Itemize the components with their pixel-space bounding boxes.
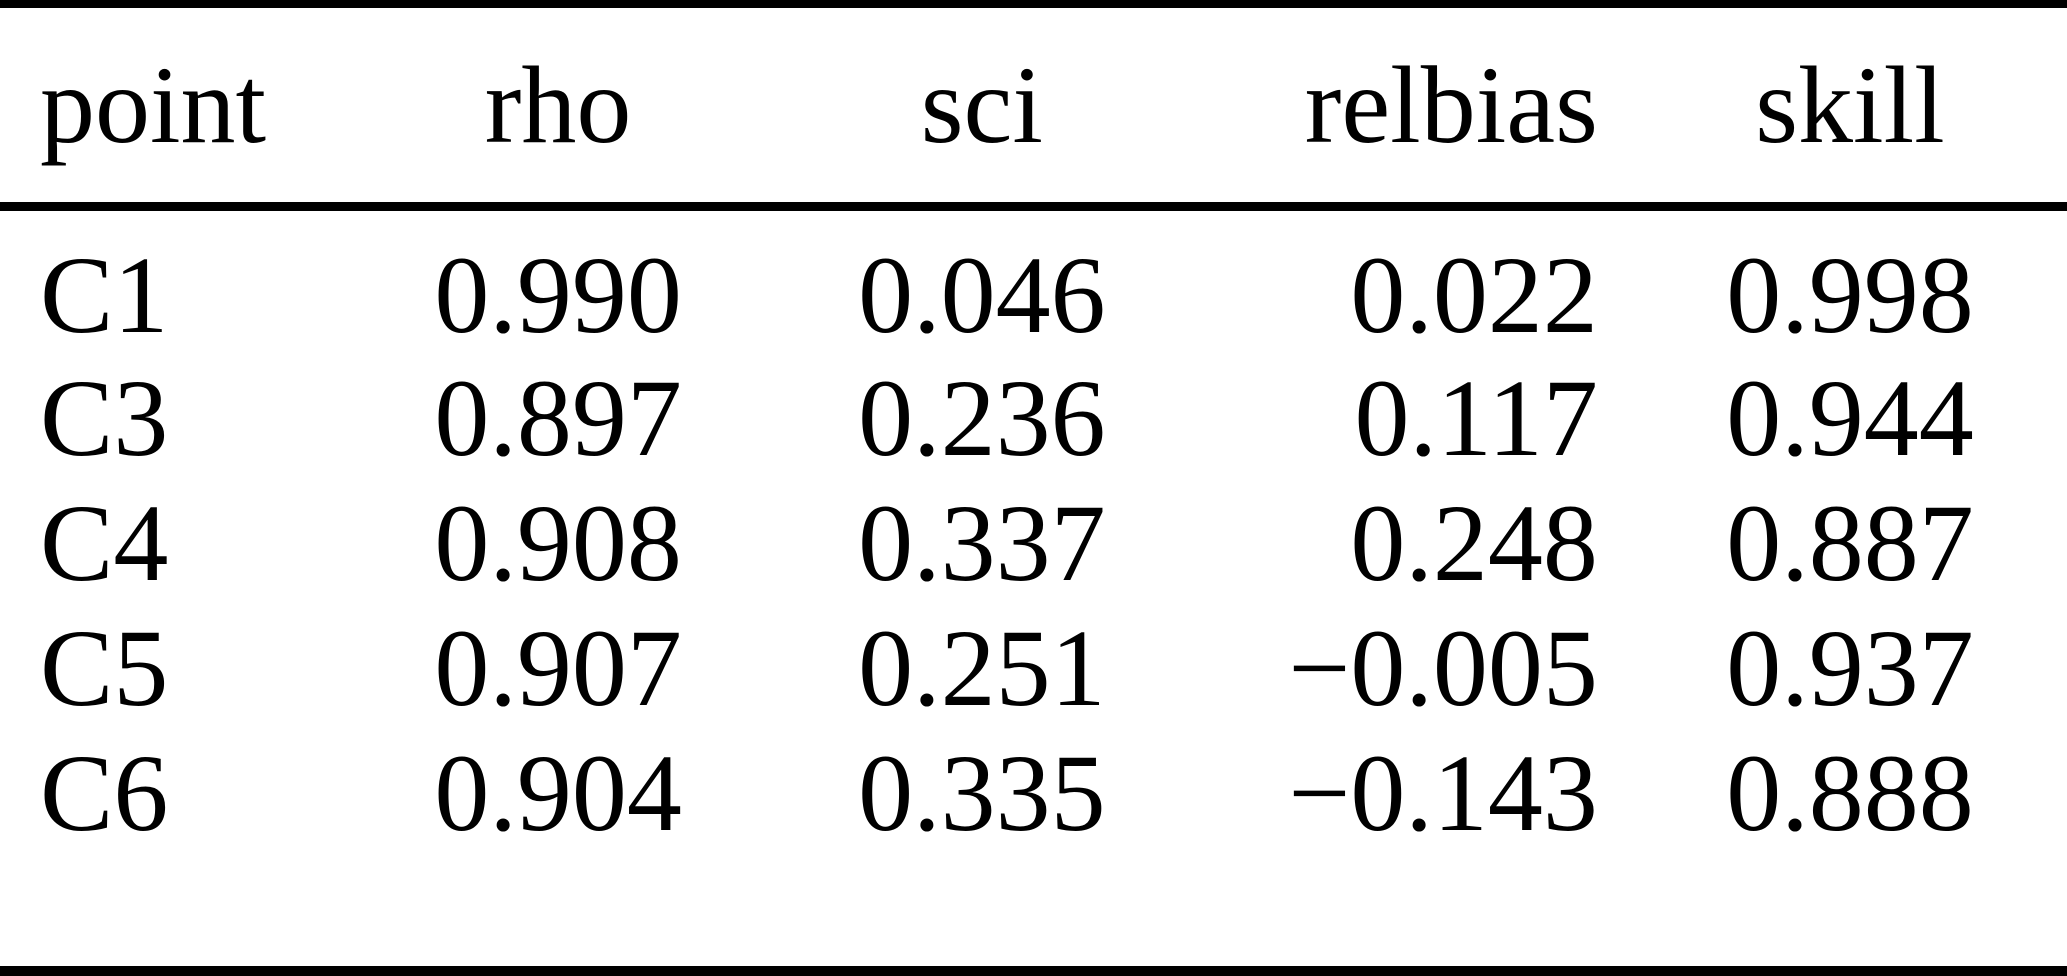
cell-skill: 0.888 (1726, 731, 1974, 854)
cell-relbias: 0.117 (1354, 356, 1598, 479)
cell-sci: 0.236 (858, 356, 1106, 479)
table-bottom-spacer (0, 855, 2067, 971)
column-header-relbias: relbias (1157, 4, 1633, 211)
table-row-c3: C3 0.897 0.236 0.117 0.944 (0, 355, 2067, 480)
cell-skill: 0.937 (1726, 606, 1974, 729)
column-header-point: point (0, 4, 311, 211)
cell-relbias: −0.005 (1288, 606, 1598, 729)
table-row-c1: C1 0.990 0.046 0.022 0.998 (0, 206, 2067, 355)
cell-point: C4 (40, 481, 169, 604)
cell-relbias: 0.022 (1350, 233, 1598, 356)
cell-point: C3 (40, 356, 169, 479)
cell-skill: 0.944 (1726, 356, 1974, 479)
cell-point: C1 (40, 233, 169, 356)
header-row: point rho sci relbias skill (0, 4, 2067, 211)
cell-skill: 0.887 (1726, 481, 1974, 604)
cell-point: C5 (40, 606, 169, 729)
table-row-c5: C5 0.907 0.251 −0.005 0.937 (0, 605, 2067, 730)
cell-sci: 0.337 (858, 481, 1106, 604)
cell-relbias: 0.248 (1350, 481, 1598, 604)
cell-rho: 0.907 (434, 606, 682, 729)
cell-point: C6 (40, 731, 169, 854)
table-row-c6: C6 0.904 0.335 −0.143 0.888 (0, 730, 2067, 855)
cell-sci: 0.046 (858, 233, 1106, 356)
cell-sci: 0.251 (858, 606, 1106, 729)
cell-rho: 0.908 (434, 481, 682, 604)
cell-relbias: −0.143 (1288, 731, 1598, 854)
column-header-skill: skill (1632, 4, 2067, 211)
table-row-c4: C4 0.908 0.337 0.248 0.887 (0, 480, 2067, 605)
column-header-rho: rho (310, 4, 807, 211)
column-header-sci: sci (806, 4, 1158, 211)
cell-rho: 0.990 (434, 233, 682, 356)
cell-rho: 0.897 (434, 356, 682, 479)
cell-sci: 0.335 (858, 731, 1106, 854)
cell-skill: 0.998 (1726, 233, 1974, 356)
cell-rho: 0.904 (434, 731, 682, 854)
